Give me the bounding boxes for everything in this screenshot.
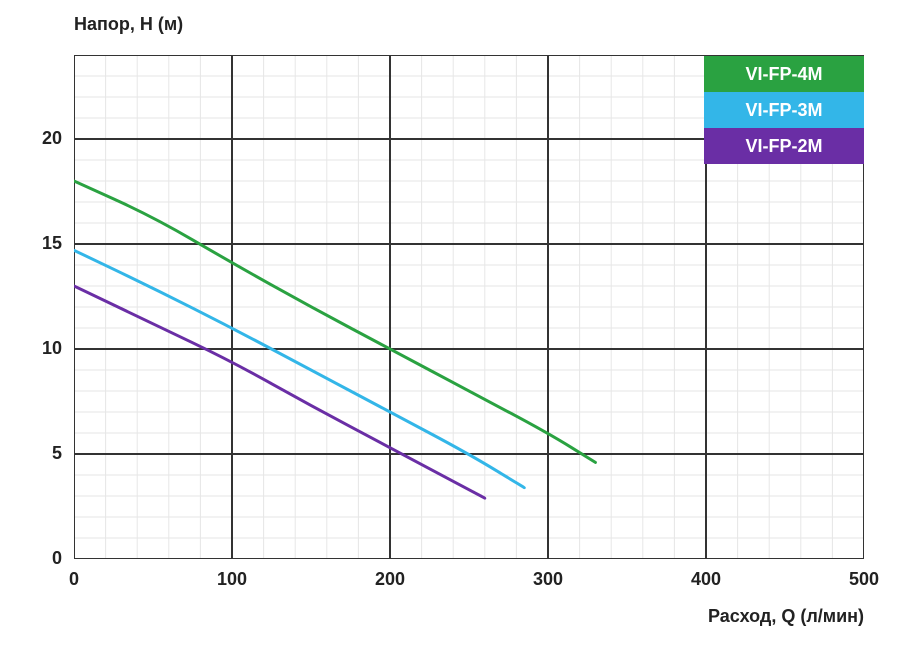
legend-item-0: VI-FP-4M xyxy=(704,56,864,92)
legend-item-2: VI-FP-2M xyxy=(704,128,864,164)
x-tick-label: 500 xyxy=(844,569,884,590)
legend-item-1: VI-FP-3M xyxy=(704,92,864,128)
y-axis-title: Напор, Н (м) xyxy=(74,14,183,35)
legend-label: VI-FP-3M xyxy=(745,100,822,121)
legend: VI-FP-4M VI-FP-3M VI-FP-2M xyxy=(704,56,864,164)
x-tick-label: 100 xyxy=(212,569,252,590)
y-tick-label: 20 xyxy=(42,128,62,149)
series-line xyxy=(74,286,485,498)
y-tick-label: 0 xyxy=(52,548,62,569)
x-tick-label: 400 xyxy=(686,569,726,590)
legend-label: VI-FP-2M xyxy=(745,136,822,157)
x-tick-label: 300 xyxy=(528,569,568,590)
series-group xyxy=(74,181,595,498)
x-axis-title: Расход, Q (л/мин) xyxy=(708,606,864,627)
x-tick-label: 200 xyxy=(370,569,410,590)
y-tick-label: 15 xyxy=(42,233,62,254)
y-tick-label: 5 xyxy=(52,443,62,464)
pump-curve-chart: Напор, Н (м) 0 5 10 15 20 0 100 200 300 400 500 Р… xyxy=(0,0,900,649)
legend-label: VI-FP-4M xyxy=(745,64,822,85)
x-tick-label: 0 xyxy=(54,569,94,590)
y-tick-label: 10 xyxy=(42,338,62,359)
